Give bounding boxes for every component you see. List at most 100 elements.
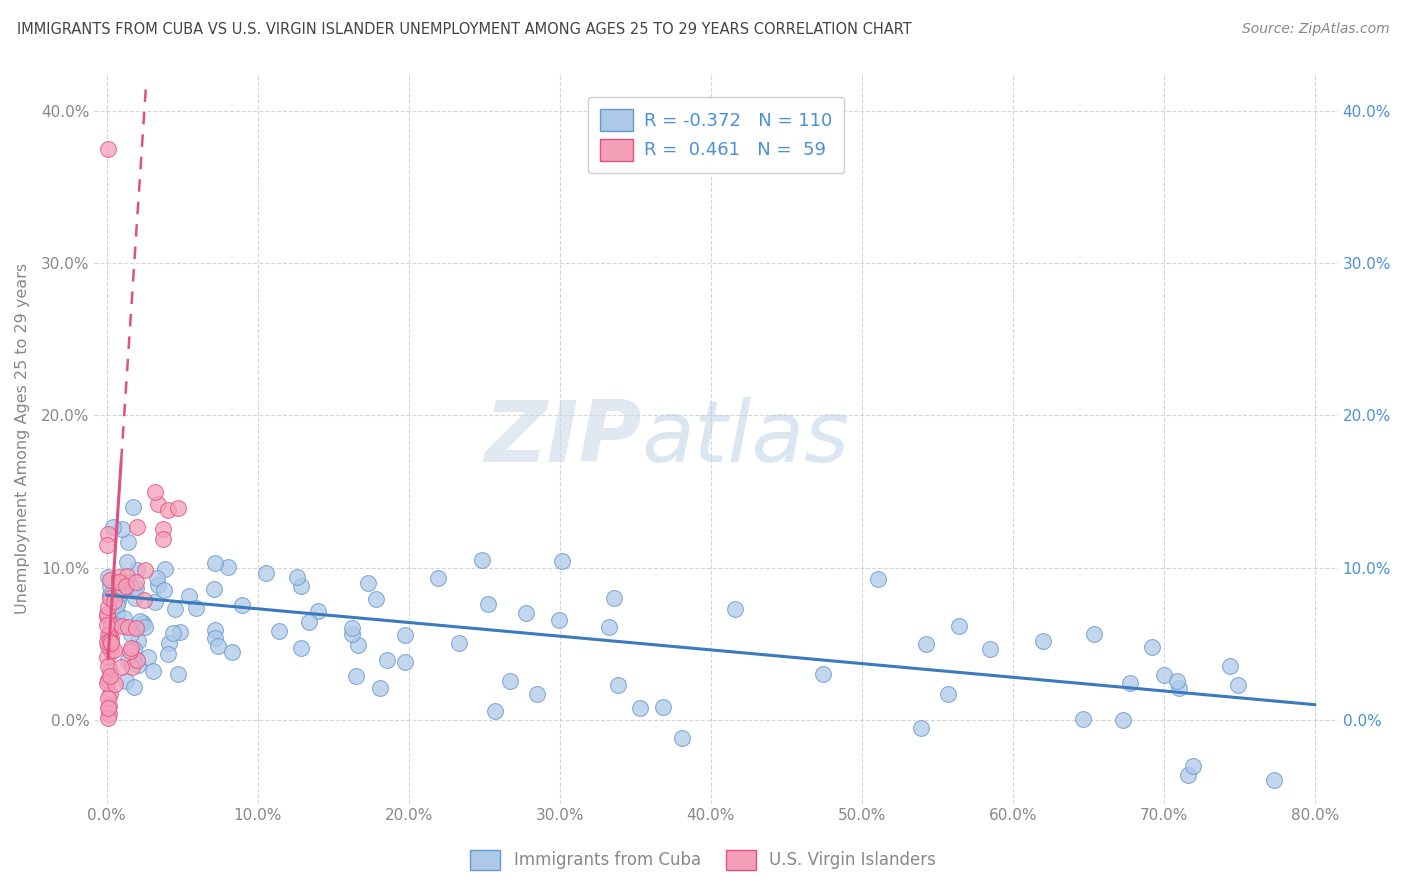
- Point: [607, 678, 630, 692]
- Point: [1119, 675, 1142, 690]
- Point: [152, 532, 174, 546]
- Point: [127, 633, 149, 648]
- Point: [97, 673, 120, 688]
- Point: [100, 636, 122, 650]
- Point: [368, 681, 391, 696]
- Point: [204, 631, 226, 645]
- Point: [813, 666, 835, 681]
- Point: [96, 538, 118, 552]
- Point: [671, 731, 693, 745]
- Point: [1071, 712, 1094, 726]
- Point: [97, 706, 120, 721]
- Point: [159, 635, 181, 649]
- Point: [100, 669, 122, 683]
- Legend: Immigrants from Cuba, U.S. Virgin Islanders: Immigrants from Cuba, U.S. Virgin Island…: [464, 843, 942, 877]
- Point: [107, 570, 129, 584]
- Point: [204, 623, 226, 637]
- Point: [357, 575, 380, 590]
- Point: [169, 624, 191, 639]
- Point: [162, 626, 184, 640]
- Point: [110, 619, 132, 633]
- Point: [134, 620, 156, 634]
- Point: [97, 690, 120, 705]
- Point: [1227, 678, 1250, 692]
- Point: [157, 502, 180, 516]
- Point: [98, 687, 121, 701]
- Point: [117, 535, 139, 549]
- Point: [207, 639, 229, 653]
- Point: [100, 625, 122, 640]
- Point: [112, 583, 135, 598]
- Point: [100, 617, 122, 632]
- Point: [1032, 634, 1054, 648]
- Point: [97, 142, 120, 156]
- Point: [866, 572, 889, 586]
- Point: [124, 591, 146, 605]
- Point: [125, 575, 148, 590]
- Point: [107, 607, 129, 622]
- Point: [148, 497, 170, 511]
- Point: [298, 615, 321, 630]
- Point: [1112, 713, 1135, 727]
- Point: [938, 687, 960, 701]
- Point: [165, 602, 187, 616]
- Point: [110, 586, 132, 600]
- Point: [98, 632, 121, 646]
- Point: [394, 628, 416, 642]
- Point: [231, 598, 253, 612]
- Point: [217, 559, 239, 574]
- Point: [97, 570, 120, 584]
- Point: [156, 647, 179, 661]
- Point: [121, 660, 143, 674]
- Point: [125, 653, 148, 667]
- Point: [651, 700, 673, 714]
- Point: [115, 569, 138, 583]
- Point: [97, 701, 120, 715]
- Point: [1083, 627, 1105, 641]
- Legend: R = -0.372   N = 110, R =  0.461   N =  59: R = -0.372 N = 110, R = 0.461 N = 59: [588, 96, 845, 173]
- Point: [127, 564, 149, 578]
- Point: [98, 578, 121, 592]
- Point: [477, 597, 499, 611]
- Point: [910, 721, 932, 735]
- Point: [979, 641, 1001, 656]
- Point: [96, 649, 118, 664]
- Point: [114, 579, 136, 593]
- Point: [166, 500, 188, 515]
- Point: [1166, 674, 1188, 689]
- Text: atlas: atlas: [641, 397, 849, 480]
- Point: [100, 631, 122, 645]
- Point: [915, 637, 938, 651]
- Point: [1182, 759, 1205, 773]
- Point: [166, 666, 188, 681]
- Point: [97, 627, 120, 641]
- Point: [131, 617, 153, 632]
- Point: [120, 640, 142, 655]
- Point: [1140, 640, 1163, 655]
- Point: [186, 601, 208, 615]
- Point: [104, 617, 127, 632]
- Point: [97, 600, 120, 615]
- Point: [134, 593, 156, 607]
- Point: [96, 618, 118, 632]
- Point: [110, 579, 132, 593]
- Point: [344, 668, 367, 682]
- Point: [120, 626, 142, 640]
- Point: [1168, 681, 1191, 695]
- Point: [375, 653, 398, 667]
- Point: [177, 589, 200, 603]
- Point: [103, 594, 125, 608]
- Point: [143, 485, 166, 500]
- Point: [602, 591, 624, 605]
- Point: [471, 553, 494, 567]
- Point: [103, 643, 125, 657]
- Point: [127, 658, 149, 673]
- Point: [98, 591, 121, 605]
- Point: [112, 611, 135, 625]
- Point: [98, 573, 121, 587]
- Point: [269, 624, 291, 638]
- Point: [515, 606, 537, 620]
- Point: [598, 619, 620, 633]
- Point: [104, 677, 127, 691]
- Point: [105, 599, 128, 613]
